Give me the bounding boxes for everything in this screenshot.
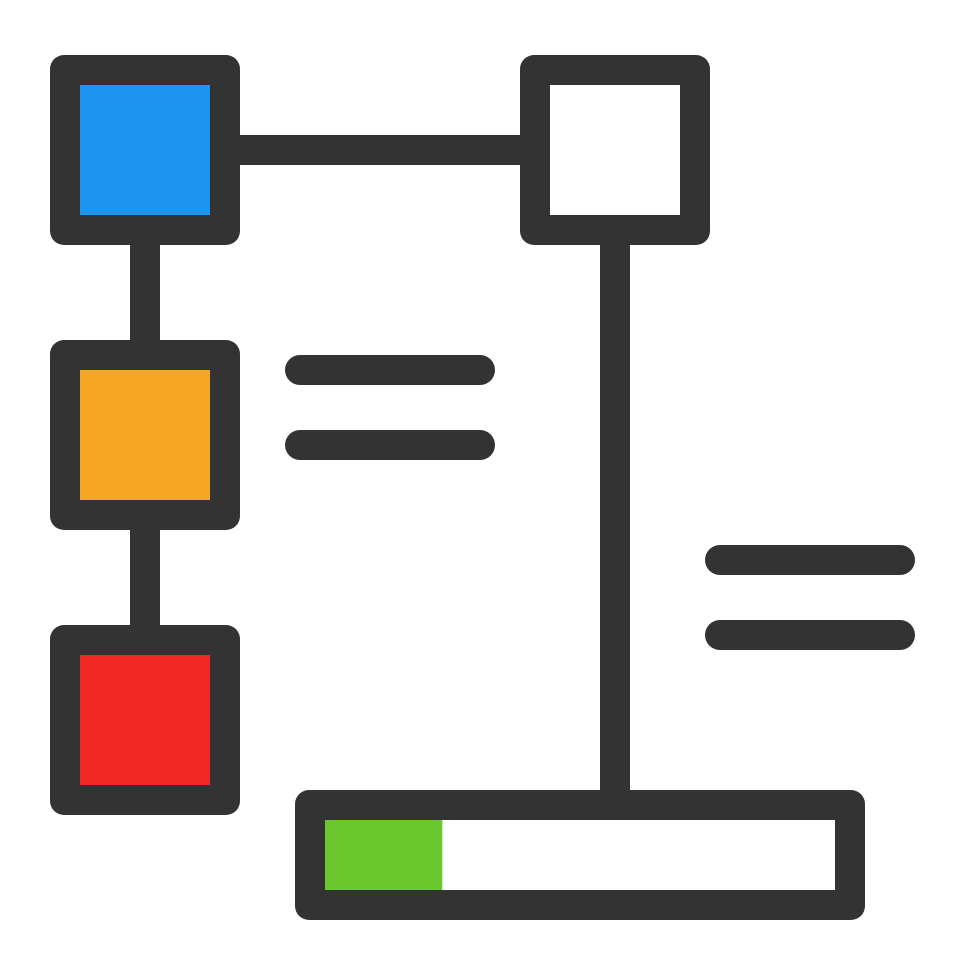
node-red <box>50 625 240 815</box>
node-progress-progress-fill <box>325 820 442 890</box>
node-white <box>520 55 710 245</box>
flow-diagram-icon <box>0 0 962 980</box>
node-progress <box>295 790 865 920</box>
node-blue <box>50 55 240 245</box>
node-orange <box>50 340 240 530</box>
